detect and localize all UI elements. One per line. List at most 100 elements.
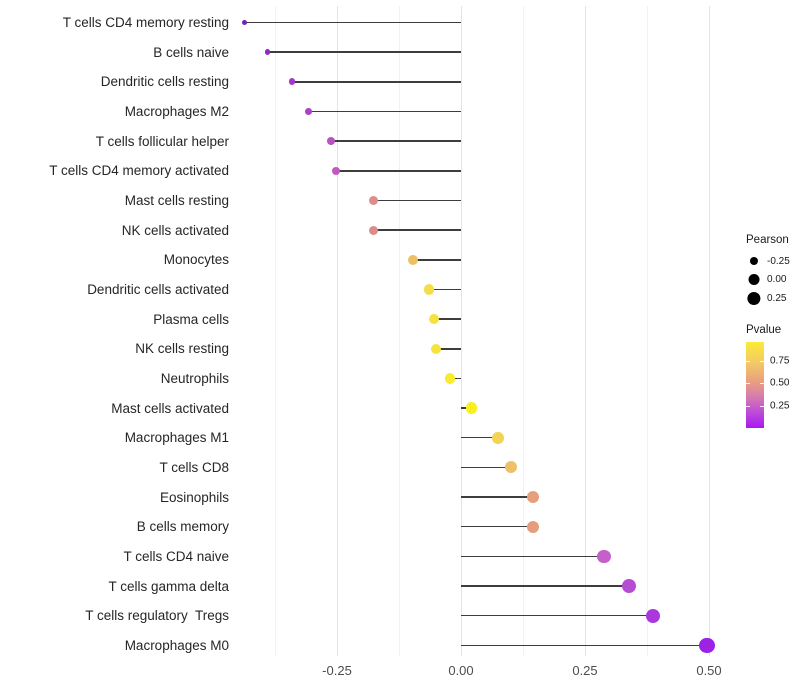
- lollipop-stem: [461, 466, 512, 469]
- x-axis-tick-label: 0.50: [696, 663, 722, 678]
- legend-size-item: -0.25: [746, 252, 790, 271]
- lollipop-dot: [407, 254, 418, 265]
- gridline-major: [708, 6, 710, 656]
- lollipop-dot: [526, 520, 540, 533]
- category-label: T cells CD4 memory resting: [62, 15, 229, 30]
- category-label: T cells CD4 memory activated: [49, 163, 229, 179]
- lollipop-stem: [336, 170, 461, 172]
- colorbar-tick: [746, 383, 750, 384]
- lollipop-stem: [331, 140, 461, 142]
- lollipop-dot: [430, 343, 442, 354]
- category-label: T cells CD4 naive: [123, 548, 229, 564]
- lollipop-dot: [597, 549, 611, 564]
- legend-size-dot-icon: [747, 291, 761, 306]
- lollipop-dot: [492, 431, 505, 444]
- gridline-major: [336, 6, 338, 656]
- gridline-minor: [274, 6, 276, 656]
- legend-pvalue-title: Pvalue: [746, 324, 782, 336]
- category-label: Neutrophils: [160, 370, 229, 386]
- category-label: Mast cells resting: [124, 192, 229, 208]
- category-label: Eosinophils: [159, 489, 229, 505]
- category-label: NK cells activated: [121, 222, 229, 238]
- lollipop-dot: [645, 608, 661, 623]
- category-label: Dendritic cells activated: [87, 281, 229, 297]
- lollipop-stem: [412, 259, 461, 261]
- category-label: Monocytes: [163, 252, 229, 268]
- gridline-minor: [522, 6, 524, 656]
- category-label: B cells memory: [136, 519, 229, 535]
- legend-size-dot-icon: [749, 257, 759, 266]
- lollipop-stem: [461, 436, 499, 439]
- colorbar-tick: [760, 383, 764, 384]
- lollipop-stem: [373, 199, 461, 202]
- x-axis-tick-label: -0.25: [322, 663, 352, 678]
- legend-size-label: -0.25: [767, 255, 790, 267]
- legend-size-dot-icon: [748, 274, 760, 286]
- x-axis-tick-label: 0.00: [448, 663, 474, 678]
- lollipop-dot: [423, 284, 434, 295]
- lollipop-dot: [304, 107, 312, 116]
- lollipop-dot: [444, 373, 456, 384]
- legend-size-item: 0.25: [746, 289, 789, 308]
- colorbar-tick: [760, 361, 764, 362]
- lollipop-dot: [699, 637, 715, 653]
- lollipop-stem: [308, 110, 461, 113]
- colorbar-label: 0.50: [770, 377, 790, 389]
- lollipop-stem: [461, 644, 708, 647]
- lollipop-dot: [466, 402, 478, 414]
- lollipop-stem: [461, 555, 604, 558]
- category-label: T cells gamma delta: [108, 578, 229, 594]
- legend-pearson-title: Pearson: [746, 234, 789, 246]
- lollipop-dot: [505, 461, 518, 474]
- category-label: T cells follicular helper: [95, 133, 229, 149]
- lollipop-stem: [436, 348, 461, 350]
- lollipop-stem: [434, 318, 461, 320]
- lollipop-stem: [291, 81, 461, 83]
- lollipop-dot: [622, 579, 637, 593]
- lollipop-dot: [369, 225, 379, 235]
- lollipop-stem: [461, 585, 630, 587]
- colorbar-tick: [746, 406, 750, 407]
- category-label: NK cells resting: [135, 341, 229, 357]
- colorbar-label: 0.25: [770, 400, 790, 412]
- colorbar-label: 0.75: [770, 355, 790, 367]
- colorbar-tick: [746, 361, 750, 362]
- gridline-minor: [646, 6, 648, 656]
- legend-size-label: 0.00: [767, 274, 787, 286]
- lollipop-dot: [241, 20, 247, 25]
- lollipop-stem: [461, 614, 653, 617]
- lollipop-dot: [288, 78, 296, 86]
- legend-size-label: 0.25: [767, 292, 787, 304]
- lollipop-stem: [461, 496, 533, 498]
- lollipop-dot: [368, 195, 378, 205]
- lollipop-dot: [526, 490, 540, 504]
- category-label: Macrophages M2: [124, 103, 229, 119]
- pvalue-gradient-bar: [746, 342, 764, 428]
- category-label: T cells CD8: [159, 459, 229, 475]
- category-label: T cells regulatory Tregs: [85, 608, 229, 624]
- lollipop-stem: [244, 21, 461, 24]
- legend-pearson-items: -0.25 0.00 0.25: [746, 252, 790, 308]
- category-label: Macrophages M1: [124, 430, 229, 446]
- legend-pvalue-colorbar: Pvalue 0.75 0.50 0.25: [746, 324, 789, 428]
- lollipop-dot: [264, 49, 271, 56]
- x-axis-tick-label: 0.25: [572, 663, 598, 678]
- lollipop-dot: [327, 137, 335, 146]
- category-label: Dendritic cells resting: [100, 74, 229, 90]
- lollipop-stem: [461, 525, 533, 528]
- colorbar-tick: [760, 406, 764, 407]
- gridline-major: [584, 6, 586, 656]
- lollipop-stem: [267, 51, 461, 53]
- legend-pearson-size: Pearson -0.25 0.00 0.25: [746, 234, 790, 308]
- legend-size-item: 0.00: [746, 271, 789, 290]
- category-label: B cells naive: [153, 44, 229, 60]
- category-label: Plasma cells: [153, 311, 229, 327]
- lollipop-dot: [429, 313, 440, 325]
- lollipop-stem: [373, 229, 461, 231]
- gridline-minor: [398, 6, 400, 656]
- category-label: Macrophages M0: [124, 637, 229, 653]
- gridline-major: [460, 6, 462, 656]
- lollipop-stem: [428, 288, 461, 291]
- category-label: Mast cells activated: [111, 400, 229, 416]
